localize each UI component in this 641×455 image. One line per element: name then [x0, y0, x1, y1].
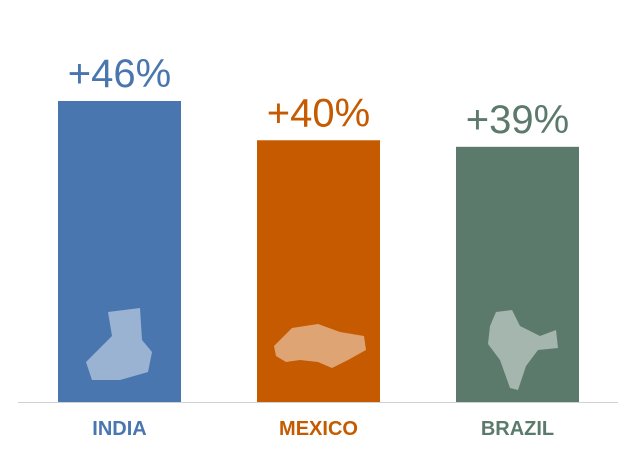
value-label: +40%	[267, 91, 370, 135]
bars: +46% INDIA +40% MEXICO +39% BRAZIL	[58, 52, 579, 440]
bar	[456, 146, 579, 402]
category-label: INDIA	[92, 418, 146, 440]
bar	[58, 101, 181, 402]
map-icons	[86, 308, 558, 390]
map-icon	[274, 324, 366, 368]
map-icon	[488, 310, 558, 390]
map-icon	[86, 308, 152, 380]
category-label: MEXICO	[279, 418, 358, 440]
category-label: BRAZIL	[481, 418, 554, 440]
value-label: +46%	[68, 52, 171, 96]
bar	[257, 140, 380, 402]
value-label: +39%	[466, 98, 569, 142]
